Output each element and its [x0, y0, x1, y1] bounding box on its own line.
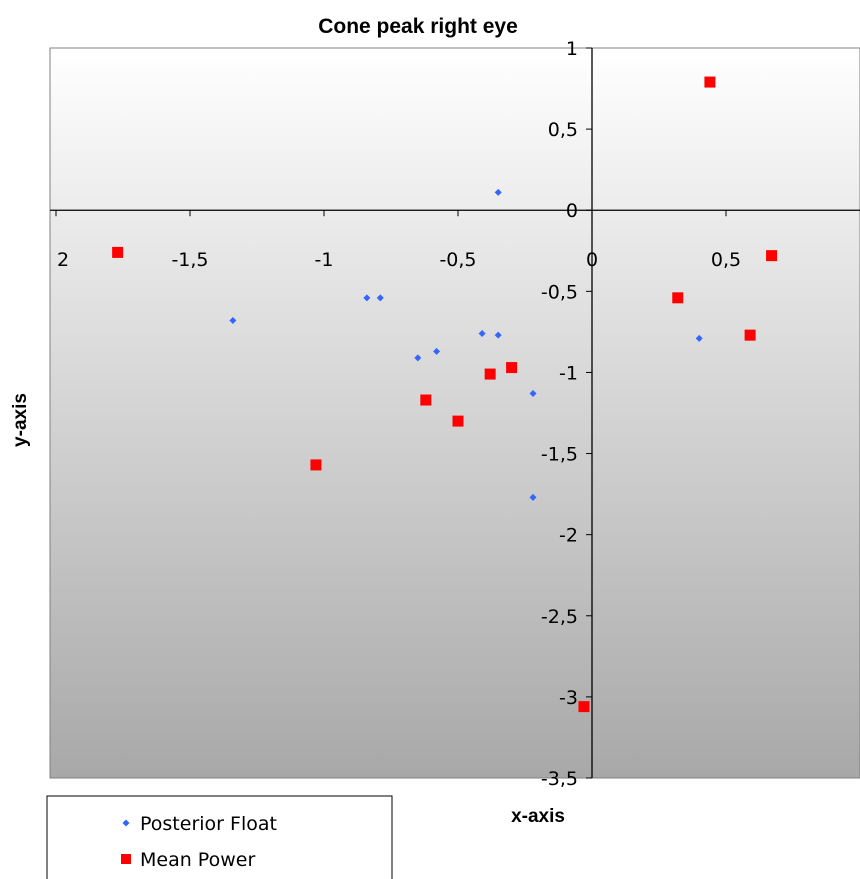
- legend-marker-mean-power: [121, 854, 131, 864]
- data-point-posterior-float: [414, 354, 422, 362]
- data-point-mean-power: [420, 394, 432, 406]
- x-tick-label: 2: [57, 249, 69, 271]
- data-point-mean-power: [506, 362, 518, 374]
- data-point-posterior-float: [494, 188, 502, 196]
- y-tick-label: -0,5: [541, 281, 578, 303]
- y-tick-label: -2,5: [541, 606, 578, 628]
- data-point-mean-power: [310, 459, 322, 471]
- data-point-posterior-float: [529, 390, 537, 398]
- y-tick-label: -1: [559, 362, 578, 384]
- data-point-posterior-float: [376, 294, 384, 302]
- x-axis-title: x-axis: [511, 806, 565, 827]
- data-points: [112, 76, 778, 713]
- y-tick-label: -3: [559, 687, 578, 709]
- x-tick-label: 0: [586, 249, 598, 271]
- data-point-posterior-float: [433, 347, 441, 355]
- axes: [50, 47, 860, 779]
- y-tick-label: 0: [566, 200, 578, 222]
- plot-area: [49, 47, 860, 779]
- data-point-posterior-float: [363, 294, 371, 302]
- tick-labels: 2 -1,5 -1 -0,5 0 0,5 1 0,5 0 -0,5 -1 -1,5 -2 -2,5 -3 -3…: [57, 38, 741, 790]
- y-tick-label: 1: [566, 38, 578, 60]
- data-point-posterior-float: [529, 493, 537, 501]
- series-posterior-float: [229, 188, 703, 501]
- y-tick-label: 0,5: [548, 119, 578, 141]
- data-point-posterior-float: [229, 317, 237, 325]
- data-point-mean-power: [744, 329, 756, 341]
- legend-marker-posterior-float: [122, 819, 130, 827]
- x-tick-label: -1,5: [171, 249, 208, 271]
- series-mean-power: [112, 76, 778, 713]
- data-point-mean-power: [704, 76, 716, 88]
- data-point-mean-power: [112, 246, 124, 258]
- y-tick-label: -2: [559, 525, 578, 547]
- chart-title: Cone peak right eye: [318, 15, 518, 38]
- data-point-mean-power: [484, 368, 496, 380]
- data-point-mean-power: [578, 701, 590, 713]
- legend-label-posterior-float: Posterior Float: [140, 813, 277, 835]
- data-point-mean-power: [452, 415, 464, 427]
- y-tick-label: -1,5: [541, 444, 578, 466]
- y-tick-label: -3,5: [541, 768, 578, 790]
- x-tick-label: 0,5: [711, 249, 741, 271]
- data-point-mean-power: [672, 292, 684, 304]
- legend-box: [46, 795, 393, 879]
- data-point-posterior-float: [695, 334, 703, 342]
- x-tick-label: -1: [315, 249, 334, 271]
- data-point-mean-power: [766, 250, 778, 262]
- data-point-posterior-float: [478, 330, 486, 338]
- x-tick-label: -0,5: [439, 249, 476, 271]
- legend: Posterior Float Mean Power: [46, 795, 393, 879]
- y-axis-title: y-axis: [10, 393, 31, 447]
- data-point-posterior-float: [494, 331, 502, 339]
- legend-label-mean-power: Mean Power: [140, 849, 255, 871]
